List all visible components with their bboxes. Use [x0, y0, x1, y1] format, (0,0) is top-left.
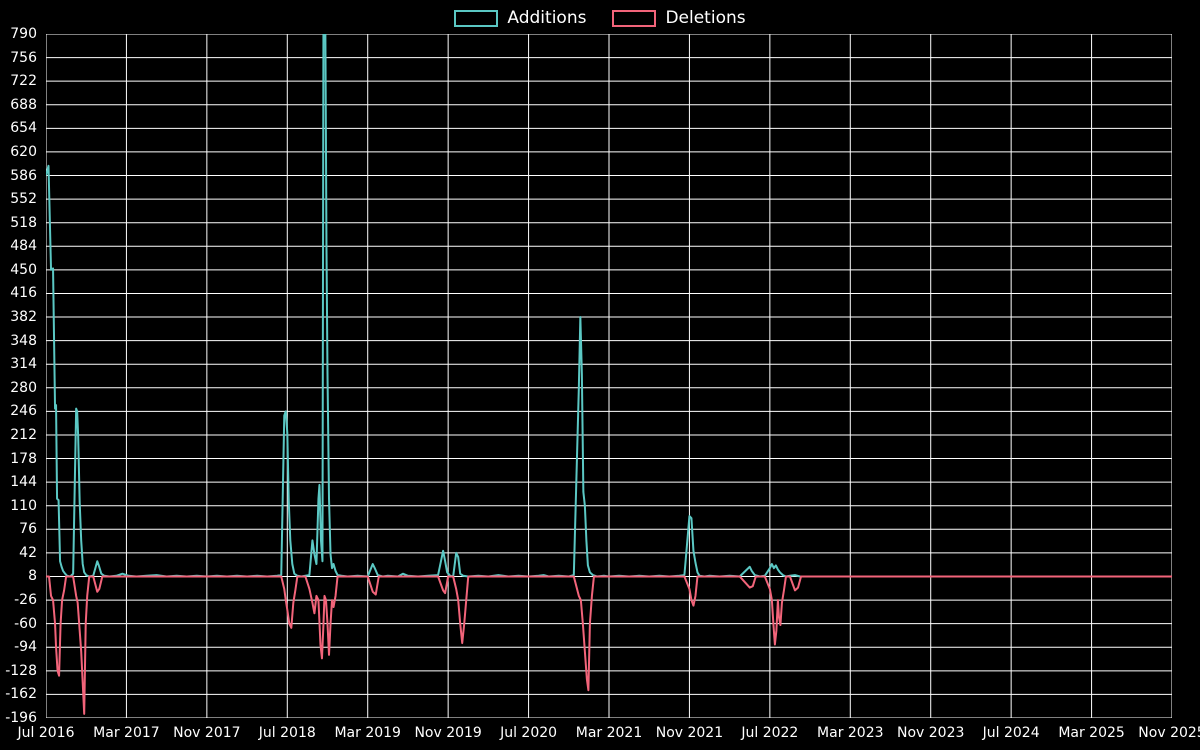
- x-tick-label: Nov 2021: [655, 725, 724, 741]
- plot-canvas: [46, 34, 1172, 718]
- y-tick-label: 688: [10, 96, 37, 113]
- x-tick-label: Jul 2018: [258, 725, 316, 741]
- y-tick-label: 654: [10, 120, 37, 137]
- y-tick-label: 382: [10, 309, 37, 326]
- legend-item-additions[interactable]: Additions: [454, 7, 587, 28]
- y-tick-label: 348: [10, 332, 37, 349]
- y-tick-label: -162: [5, 686, 37, 703]
- y-tick-label: 246: [10, 403, 37, 420]
- y-tick-label: -26: [14, 592, 37, 609]
- y-tick-label: 178: [10, 450, 37, 467]
- x-tick-label: Mar 2021: [575, 725, 643, 741]
- y-tick-label: 42: [19, 544, 37, 561]
- gridlines: [46, 34, 1172, 718]
- y-tick-label: 620: [10, 143, 37, 160]
- legend-label-additions: Additions: [507, 7, 587, 28]
- x-tick-label: Nov 2019: [414, 725, 482, 741]
- y-tick-label: -60: [14, 615, 37, 632]
- y-tick-label: 722: [10, 73, 37, 90]
- x-tick-label: Jul 2016: [17, 725, 75, 741]
- series-line-additions: [46, 34, 1172, 578]
- data-series: [46, 34, 1172, 715]
- y-tick-label: 110: [10, 497, 37, 514]
- y-tick-label: 756: [10, 49, 37, 66]
- y-tick-label: 144: [10, 474, 37, 491]
- x-tick-label: Nov 2025: [1138, 725, 1200, 741]
- y-tick-label: 450: [10, 261, 37, 278]
- y-tick-label: 314: [10, 356, 37, 373]
- x-tick-label: Nov 2023: [897, 725, 965, 741]
- y-tick-label: 76: [19, 521, 37, 538]
- x-tick-label: Mar 2019: [334, 725, 401, 741]
- legend-label-deletions: Deletions: [665, 7, 746, 28]
- plot-area: [46, 34, 1172, 718]
- x-tick-label: Mar 2025: [1058, 725, 1125, 741]
- y-tick-label: 518: [10, 214, 37, 231]
- series-line-deletions: [46, 575, 1172, 715]
- y-tick-label: 416: [10, 285, 37, 302]
- y-tick-label: 280: [10, 379, 37, 396]
- legend-item-deletions[interactable]: Deletions: [612, 7, 746, 28]
- y-tick-label: -94: [14, 639, 37, 656]
- x-tick-label: Mar 2017: [93, 725, 160, 741]
- y-tick-label: 484: [10, 238, 37, 255]
- legend-swatch-deletions: [612, 9, 657, 27]
- x-tick-label: Jul 2020: [500, 725, 558, 741]
- x-tick-label: Mar 2023: [817, 725, 884, 741]
- y-tick-label: 790: [10, 26, 37, 42]
- x-tick-label: Nov 2017: [173, 725, 241, 741]
- y-tick-label: 8: [28, 568, 37, 585]
- chart-legend: Additions Deletions: [0, 0, 1200, 36]
- y-tick-label: -128: [5, 662, 37, 679]
- x-tick-label: Jul 2024: [982, 725, 1040, 741]
- legend-swatch-additions: [454, 9, 499, 27]
- y-tick-label: -196: [5, 710, 37, 726]
- y-tick-label: 212: [10, 426, 37, 443]
- y-tick-label: 552: [10, 191, 37, 208]
- x-tick-label: Jul 2022: [741, 725, 799, 741]
- y-tick-label: 586: [10, 167, 37, 184]
